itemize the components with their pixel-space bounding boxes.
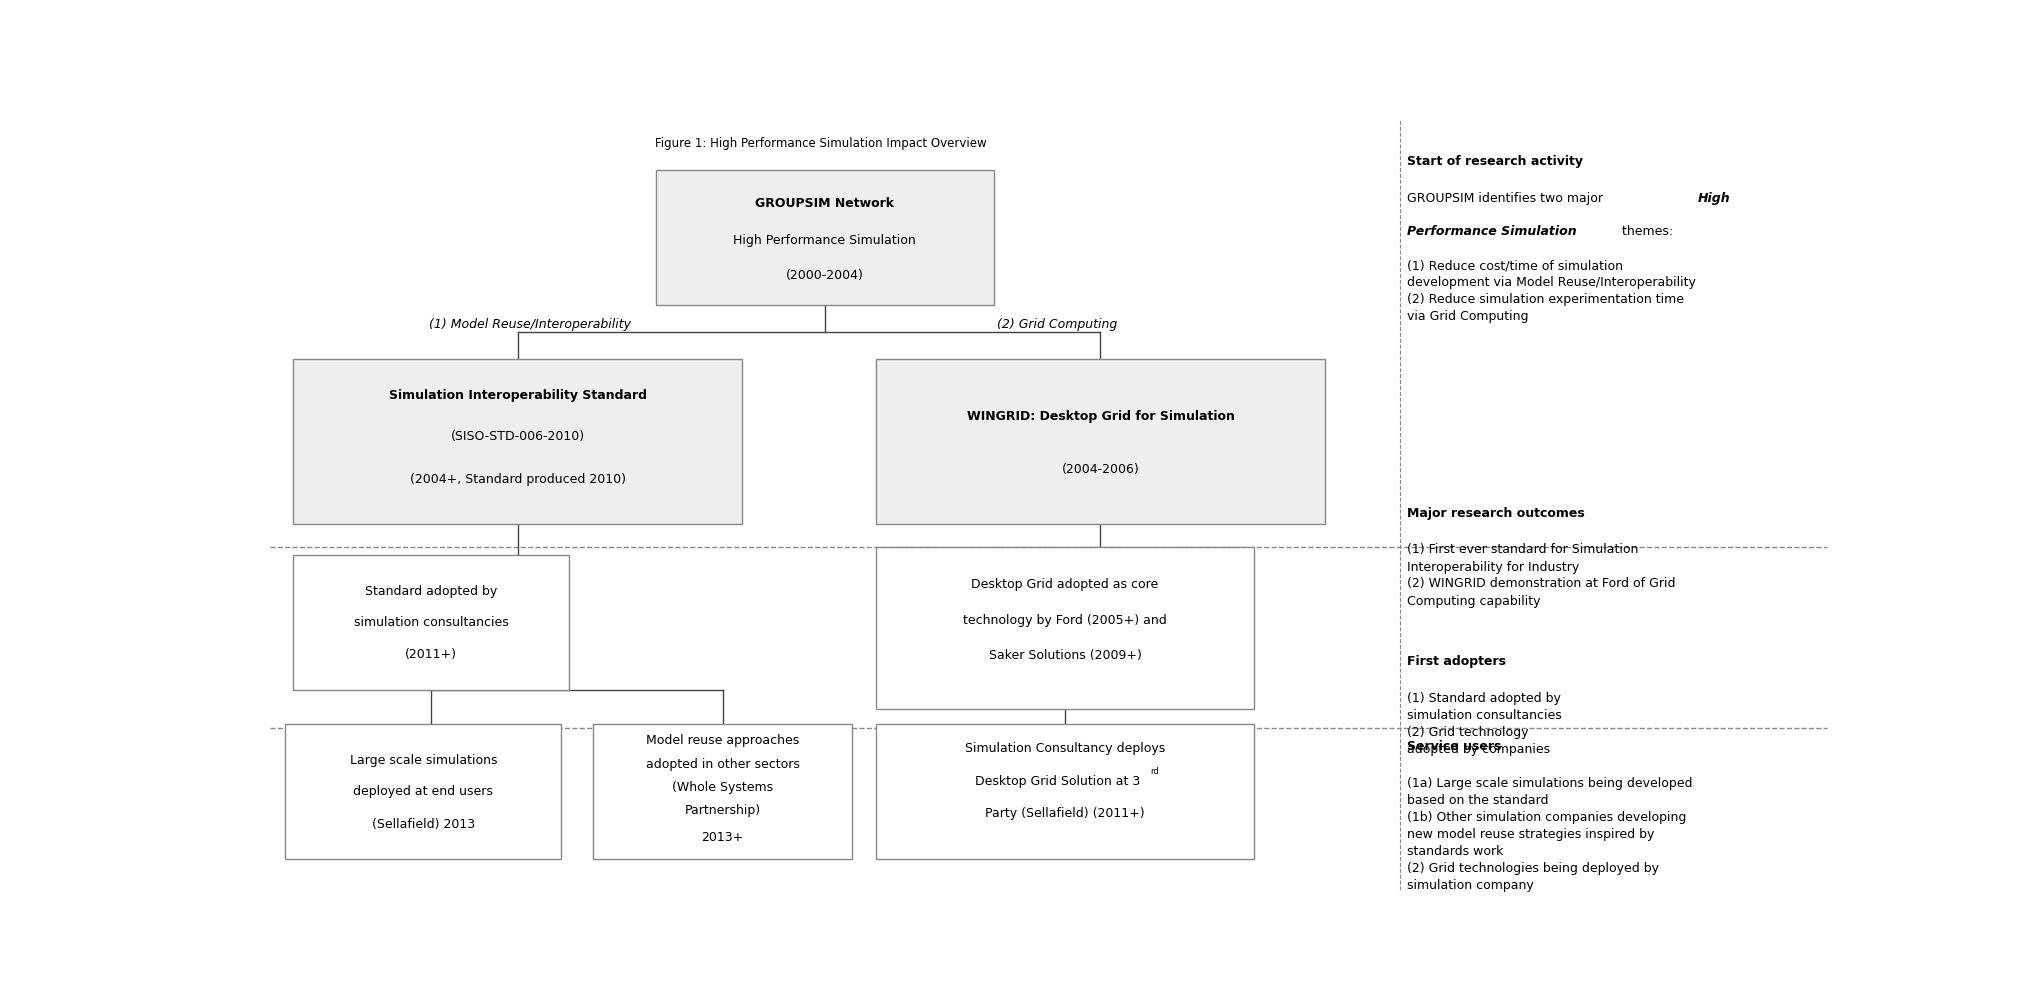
Text: GROUPSIM Network: GROUPSIM Network bbox=[756, 197, 894, 210]
Text: (2000-2004): (2000-2004) bbox=[786, 269, 864, 282]
Text: GROUPSIM identifies two major: GROUPSIM identifies two major bbox=[1406, 192, 1607, 205]
Text: Model reuse approaches: Model reuse approaches bbox=[646, 734, 799, 747]
FancyBboxPatch shape bbox=[293, 555, 569, 690]
Text: Simulation Consultancy deploys: Simulation Consultancy deploys bbox=[965, 742, 1164, 755]
Text: Performance Simulation: Performance Simulation bbox=[1406, 225, 1577, 238]
FancyBboxPatch shape bbox=[656, 170, 994, 305]
Text: themes:: themes: bbox=[1617, 225, 1672, 238]
Text: (Sellafield) 2013: (Sellafield) 2013 bbox=[372, 818, 475, 831]
FancyBboxPatch shape bbox=[876, 724, 1254, 859]
Text: (2004-2006): (2004-2006) bbox=[1061, 463, 1140, 476]
FancyBboxPatch shape bbox=[284, 724, 561, 859]
Text: (1) Standard adopted by
simulation consultancies
(2) Grid technology
adopted by : (1) Standard adopted by simulation consu… bbox=[1406, 692, 1561, 756]
Text: (1a) Large scale simulations being developed
based on the standard
(1b) Other si: (1a) Large scale simulations being devel… bbox=[1406, 777, 1693, 892]
Text: Simulation Interoperability Standard: Simulation Interoperability Standard bbox=[388, 389, 646, 402]
Text: simulation consultancies: simulation consultancies bbox=[354, 616, 508, 629]
Text: Party (Sellafield) (2011+): Party (Sellafield) (2011+) bbox=[986, 807, 1144, 820]
Text: High Performance Simulation: High Performance Simulation bbox=[734, 234, 916, 247]
Text: (2004+, Standard produced 2010): (2004+, Standard produced 2010) bbox=[410, 473, 626, 486]
Text: (SISO-STD-006-2010): (SISO-STD-006-2010) bbox=[451, 430, 585, 443]
FancyBboxPatch shape bbox=[876, 547, 1254, 709]
FancyBboxPatch shape bbox=[293, 359, 742, 524]
Text: WINGRID: Desktop Grid for Simulation: WINGRID: Desktop Grid for Simulation bbox=[967, 410, 1233, 423]
Text: technology by Ford (2005+) and: technology by Ford (2005+) and bbox=[963, 614, 1166, 627]
Text: (2) Grid Computing: (2) Grid Computing bbox=[998, 318, 1118, 331]
Text: Partnership): Partnership) bbox=[685, 804, 760, 817]
Text: Large scale simulations: Large scale simulations bbox=[350, 754, 498, 767]
Text: Service users: Service users bbox=[1406, 740, 1502, 753]
FancyBboxPatch shape bbox=[593, 724, 853, 859]
Text: 2013+: 2013+ bbox=[701, 831, 744, 844]
Text: (1) Reduce cost/time of simulation
development via Model Reuse/Interoperability
: (1) Reduce cost/time of simulation devel… bbox=[1406, 259, 1695, 323]
Text: deployed at end users: deployed at end users bbox=[354, 785, 494, 798]
Text: (2011+): (2011+) bbox=[404, 648, 457, 661]
Text: First adopters: First adopters bbox=[1406, 655, 1506, 668]
Text: (Whole Systems: (Whole Systems bbox=[673, 781, 772, 794]
Text: adopted in other sectors: adopted in other sectors bbox=[646, 758, 799, 771]
Text: High: High bbox=[1699, 192, 1731, 205]
Text: rd: rd bbox=[1150, 767, 1158, 776]
Text: Standard adopted by: Standard adopted by bbox=[366, 585, 498, 598]
Text: Saker Solutions (2009+): Saker Solutions (2009+) bbox=[990, 649, 1142, 662]
FancyBboxPatch shape bbox=[876, 359, 1325, 524]
Text: (1) Model Reuse/Interoperability: (1) Model Reuse/Interoperability bbox=[429, 318, 630, 331]
Text: Desktop Grid adopted as core: Desktop Grid adopted as core bbox=[971, 578, 1158, 591]
Text: Start of research activity: Start of research activity bbox=[1406, 155, 1583, 168]
Text: (1) First ever standard for Simulation
Interoperability for Industry
(2) WINGRID: (1) First ever standard for Simulation I… bbox=[1406, 544, 1674, 607]
Text: Desktop Grid Solution at 3: Desktop Grid Solution at 3 bbox=[975, 775, 1140, 788]
Text: Figure 1: High Performance Simulation Impact Overview: Figure 1: High Performance Simulation Im… bbox=[654, 137, 988, 150]
Text: Major research outcomes: Major research outcomes bbox=[1406, 507, 1585, 520]
